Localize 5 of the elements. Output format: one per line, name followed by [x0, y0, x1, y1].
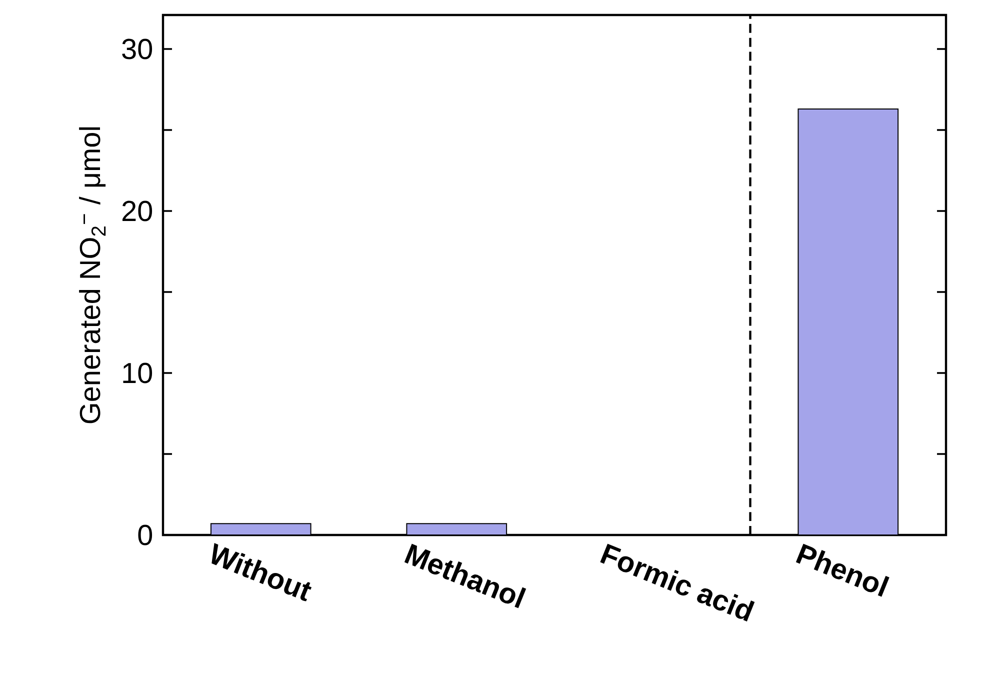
y-tick-label: 0	[138, 524, 152, 546]
y-tick-label: 10	[123, 362, 152, 384]
y-tick-label: 20	[122, 200, 152, 222]
y-axis-title: Generated NO$_{2}$$^{−}$ / μmol	[79, 127, 106, 424]
y-tick-label: 30	[122, 38, 152, 60]
